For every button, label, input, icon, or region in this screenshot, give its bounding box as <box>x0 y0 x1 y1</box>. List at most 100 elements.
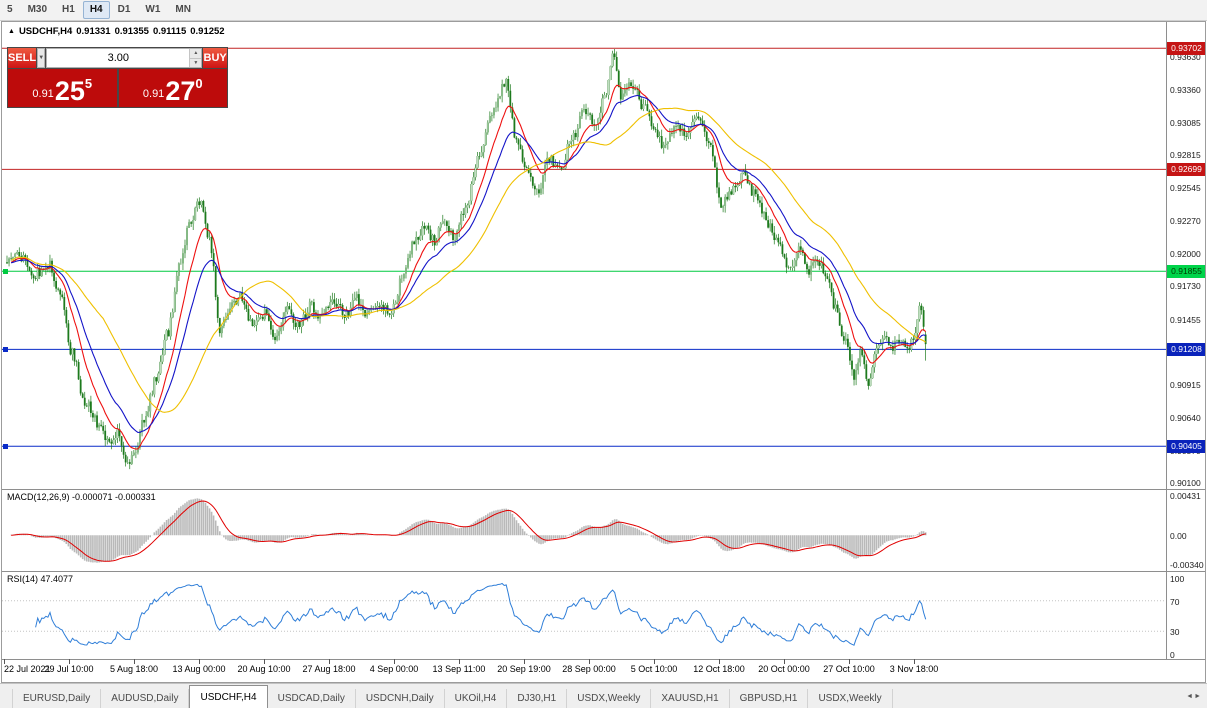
time-axis-tick <box>199 659 200 664</box>
timeframe-button-5[interactable]: 5 <box>7 4 13 15</box>
time-axis-label: 5 Aug 18:00 <box>109 664 159 674</box>
volume-increase-button[interactable]: ▲ <box>190 49 202 59</box>
price-tick-label: 0.93360 <box>1170 84 1201 95</box>
price-tick-label: 0.91455 <box>1170 314 1201 325</box>
buy-button[interactable]: BUY <box>203 48 227 68</box>
time-axis-label: 27 Oct 10:00 <box>823 664 875 674</box>
time-axis-label: 4 Sep 00:00 <box>369 664 419 674</box>
price-line-badge: 0.91855 <box>1167 264 1205 278</box>
price-line-badge: 0.91208 <box>1167 342 1205 356</box>
macd-indicator-label: MACD(12,26,9) -0.000071 -0.000331 <box>7 492 156 502</box>
buy-price-prefix: 0.91 <box>142 88 165 100</box>
time-axis-tick <box>524 659 525 664</box>
time-axis-label: 22 Jul 2021 <box>4 664 51 674</box>
order-type-dropdown[interactable]: ▼ <box>37 48 46 68</box>
timeframe-button-w1[interactable]: W1 <box>145 4 161 15</box>
sell-price-sup: 5 <box>84 76 93 91</box>
chart-tab-3-usdcad[interactable]: USDCAD,Daily <box>268 689 356 708</box>
chart-tab-4-usdcnh[interactable]: USDCNH,Daily <box>356 689 445 708</box>
chart-window: ▲ USDCHF,H4 0.91331 0.91355 0.91115 0.91252 M… <box>1 21 1206 683</box>
time-axis-tick <box>134 659 135 664</box>
time-axis-tick <box>589 659 590 664</box>
timeframe-toolbar: 5 M30 H1 H4 D1 W1 MN <box>0 0 1207 21</box>
volume-input[interactable] <box>47 49 190 67</box>
buy-price-big: 27 <box>165 76 196 106</box>
rsi-indicator-label: RSI(14) 47.4077 <box>7 574 74 584</box>
price-tick-label: 0.93630 <box>1170 51 1201 62</box>
chart-title: ▲ USDCHF,H4 0.91331 0.91355 0.91115 0.91252 <box>8 26 229 37</box>
time-axis-tick <box>394 659 395 664</box>
volume-spinner: ▲ ▼ <box>189 49 202 67</box>
price-tick-label: 0.90915 <box>1170 379 1201 390</box>
chart-tab-8-xauusd[interactable]: XAUUSD,H1 <box>651 689 730 708</box>
time-axis-label: 29 Jul 10:00 <box>44 664 94 674</box>
one-click-trading-panel: SELL ▼ ▲ ▼ BUY 0.91 25 5 0.91 27 0 <box>7 47 228 108</box>
chart-tab-10-usdx[interactable]: USDX,Weekly <box>808 689 893 708</box>
chart-tab-1-audusd[interactable]: AUDUSD,Daily <box>101 689 190 708</box>
chart-tab-5-ukoil[interactable]: UKOil,H4 <box>445 689 508 708</box>
ohlc-high: 0.91355 <box>114 26 149 37</box>
rsi-axis-label: 30 <box>1170 627 1180 638</box>
volume-field-wrap: ▲ ▼ <box>46 48 203 68</box>
timeframe-button-h1[interactable]: H1 <box>62 4 75 15</box>
time-axis-label: 27 Aug 18:00 <box>302 664 356 674</box>
time-axis-tick <box>849 659 850 664</box>
timeframe-button-mn[interactable]: MN <box>175 4 191 15</box>
sell-price-prefix: 0.91 <box>32 88 54 100</box>
buy-price-display[interactable]: 0.91 27 0 <box>118 69 227 107</box>
sell-price-display[interactable]: 0.91 25 5 <box>8 69 117 107</box>
main-chart-canvas[interactable] <box>2 22 1166 489</box>
pane-separator[interactable] <box>2 571 1205 572</box>
chevron-down-icon: ▼ <box>38 55 45 61</box>
line-handle[interactable] <box>3 443 8 449</box>
chart-tab-0-eurusd[interactable]: EURUSD,Daily <box>12 689 102 708</box>
macd-pane-canvas[interactable] <box>2 490 1166 571</box>
chart-tab-9-gbpusd[interactable]: GBPUSD,H1 <box>730 689 809 708</box>
price-line-badge: 0.93702 <box>1167 41 1205 55</box>
buy-price-sup: 0 <box>195 76 203 91</box>
sell-price-big: 25 <box>54 76 85 106</box>
time-axis-tick <box>264 659 265 664</box>
timeframe-button-h4[interactable]: H4 <box>82 1 110 19</box>
time-axis-label: 20 Sep 19:00 <box>497 664 551 674</box>
time-axis-label: 13 Sep 11:00 <box>432 664 486 674</box>
rsi-pane-canvas[interactable] <box>2 572 1166 659</box>
chart-tab-2-usdchf[interactable]: USDCHF,H4 <box>189 685 268 708</box>
time-axis-tick <box>654 659 655 664</box>
price-line-badge: 0.92699 <box>1167 162 1205 176</box>
time-axis-tick <box>914 659 915 664</box>
volume-decrease-button[interactable]: ▼ <box>190 58 202 67</box>
price-tick-label: 0.90640 <box>1170 412 1201 423</box>
chart-symbol-label: USDCHF,H4 <box>18 26 73 37</box>
price-axis-separator <box>1166 22 1167 659</box>
chart-tab-bar: EURUSD,Daily AUDUSD,Daily USDCHF,H4 USDCAD,… <box>0 683 1207 708</box>
price-tick-label: 0.92270 <box>1170 216 1201 227</box>
price-tick-label: 0.91730 <box>1170 281 1201 292</box>
chart-collapse-icon[interactable]: ▲ <box>8 28 15 35</box>
time-axis-label: 20 Aug 10:00 <box>237 664 291 674</box>
sell-button[interactable]: SELL <box>8 48 37 68</box>
line-handle[interactable] <box>3 346 8 352</box>
chart-tab-7-usdx[interactable]: USDX,Weekly <box>567 689 652 708</box>
price-line-badge: 0.90405 <box>1167 439 1205 453</box>
price-tick-label: 0.92815 <box>1170 150 1201 161</box>
line-handle[interactable] <box>3 268 8 274</box>
time-axis-tick <box>329 659 330 664</box>
ohlc-low: 0.91115 <box>152 26 187 37</box>
rsi-axis-label: 100 <box>1170 574 1185 584</box>
time-axis-label: 3 Nov 18:00 <box>889 664 939 674</box>
ohlc-open: 0.91331 <box>76 26 111 37</box>
time-axis-tick <box>4 659 5 664</box>
chart-tab-6-dj30[interactable]: DJ30,H1 <box>507 689 568 708</box>
timeframe-button-m30[interactable]: M30 <box>27 4 48 15</box>
timeframe-button-d1[interactable]: D1 <box>117 4 131 15</box>
time-axis-tick <box>719 659 720 664</box>
time-axis-tick <box>459 659 460 664</box>
rsi-axis-label: 70 <box>1170 596 1180 607</box>
time-axis-tick <box>69 659 70 664</box>
time-axis-tick <box>784 659 785 664</box>
pane-separator[interactable] <box>2 489 1205 490</box>
macd-axis-zero-label: 0.00 <box>1170 531 1187 542</box>
tab-scroll-arrows-icon[interactable]: ◄► <box>1186 692 1202 700</box>
time-axis-label: 5 Oct 10:00 <box>630 664 678 674</box>
